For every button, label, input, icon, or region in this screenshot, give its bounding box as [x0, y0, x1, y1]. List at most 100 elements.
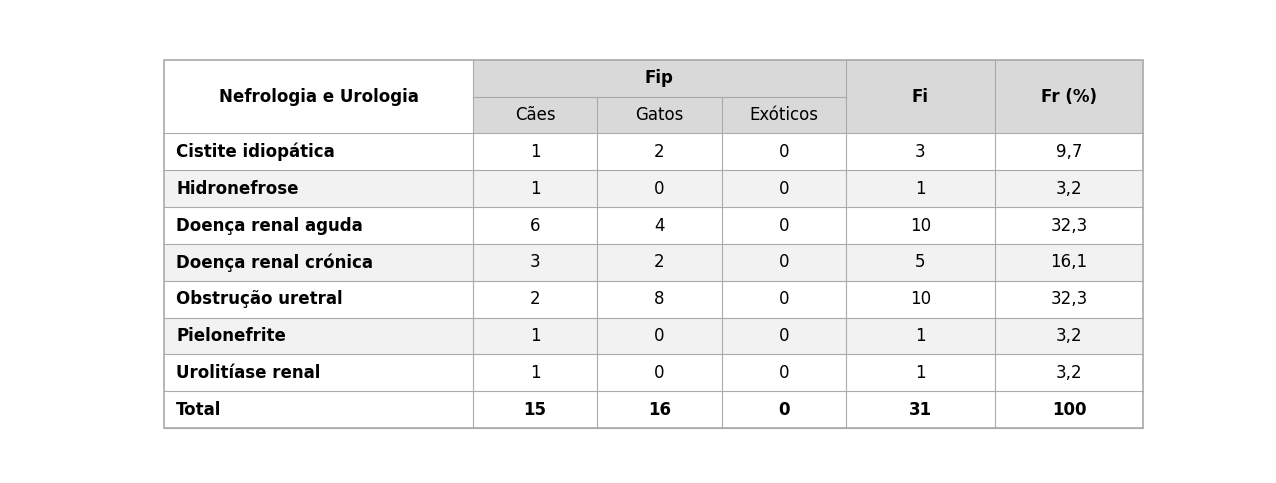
Bar [846, 281, 995, 317]
Bar [473, 207, 597, 244]
Bar [165, 391, 473, 428]
Text: Doença renal aguda: Doença renal aguda [176, 216, 364, 235]
Text: 0: 0 [655, 364, 665, 382]
Bar [846, 207, 995, 244]
Bar [721, 207, 846, 244]
Text: 16: 16 [648, 400, 671, 419]
Bar [165, 133, 473, 170]
Bar [721, 317, 846, 355]
Text: 8: 8 [655, 290, 665, 308]
Bar [846, 170, 995, 207]
Bar [721, 355, 846, 391]
Text: 2: 2 [655, 253, 665, 271]
Bar [721, 244, 846, 281]
Bar [165, 207, 473, 244]
Bar [165, 60, 473, 133]
Bar [846, 244, 995, 281]
Text: 1: 1 [530, 143, 540, 161]
Text: 0: 0 [778, 364, 789, 382]
Text: Pielonefrite: Pielonefrite [176, 327, 286, 345]
Text: 1: 1 [530, 364, 540, 382]
Bar [995, 60, 1143, 133]
Bar [597, 281, 721, 317]
Text: 9,7: 9,7 [1055, 143, 1082, 161]
Bar [473, 391, 597, 428]
Bar [597, 133, 721, 170]
Bar [473, 133, 597, 170]
Text: 3: 3 [530, 253, 540, 271]
Bar [165, 244, 473, 281]
Text: 100: 100 [1051, 400, 1086, 419]
Bar [473, 60, 846, 97]
Text: Hidronefrose: Hidronefrose [176, 180, 299, 198]
Text: 1: 1 [530, 180, 540, 198]
Text: 2: 2 [530, 290, 540, 308]
Text: Nefrologia e Urologia: Nefrologia e Urologia [218, 87, 419, 106]
Text: Total: Total [176, 400, 222, 419]
Bar [995, 355, 1143, 391]
Text: Cães: Cães [514, 106, 555, 124]
Text: 0: 0 [778, 253, 789, 271]
Text: 1: 1 [915, 364, 925, 382]
Text: 1: 1 [915, 180, 925, 198]
Bar [473, 97, 597, 133]
Text: 10: 10 [910, 290, 930, 308]
Bar [165, 170, 473, 207]
Text: 0: 0 [778, 143, 789, 161]
Text: 3,2: 3,2 [1055, 327, 1082, 345]
Text: 0: 0 [778, 400, 790, 419]
Bar [597, 170, 721, 207]
Bar [721, 170, 846, 207]
Bar [597, 391, 721, 428]
Bar [597, 317, 721, 355]
Text: 16,1: 16,1 [1050, 253, 1087, 271]
Text: Gatos: Gatos [635, 106, 684, 124]
Bar [995, 170, 1143, 207]
Text: Fr (%): Fr (%) [1041, 87, 1097, 106]
Bar [721, 97, 846, 133]
Bar [846, 133, 995, 170]
Bar [473, 355, 597, 391]
Bar [165, 317, 473, 355]
Text: 3: 3 [915, 143, 925, 161]
Text: 32,3: 32,3 [1050, 216, 1087, 235]
Text: 0: 0 [778, 216, 789, 235]
Bar [165, 281, 473, 317]
Bar [473, 317, 597, 355]
Bar [597, 97, 721, 133]
Text: Fip: Fip [644, 69, 674, 87]
Bar [995, 244, 1143, 281]
Text: 10: 10 [910, 216, 930, 235]
Bar [995, 317, 1143, 355]
Text: 1: 1 [530, 327, 540, 345]
Text: 4: 4 [655, 216, 665, 235]
Text: Exóticos: Exóticos [749, 106, 818, 124]
Bar [473, 170, 597, 207]
Text: 0: 0 [655, 327, 665, 345]
Text: 32,3: 32,3 [1050, 290, 1087, 308]
Bar [995, 391, 1143, 428]
Text: 5: 5 [915, 253, 925, 271]
Bar [597, 244, 721, 281]
Text: 15: 15 [523, 400, 546, 419]
Text: 6: 6 [530, 216, 540, 235]
Bar [995, 281, 1143, 317]
Text: 1: 1 [915, 327, 925, 345]
Bar [597, 355, 721, 391]
Text: 2: 2 [655, 143, 665, 161]
Text: 3,2: 3,2 [1055, 180, 1082, 198]
Bar [995, 207, 1143, 244]
Text: 0: 0 [655, 180, 665, 198]
Bar [995, 133, 1143, 170]
Bar [597, 207, 721, 244]
Bar [165, 355, 473, 391]
Text: 0: 0 [778, 327, 789, 345]
Text: Fi: Fi [912, 87, 929, 106]
Bar [846, 60, 995, 133]
Bar [473, 281, 597, 317]
Bar [846, 355, 995, 391]
Text: 0: 0 [778, 180, 789, 198]
Text: Obstrução uretral: Obstrução uretral [176, 290, 343, 308]
Bar [721, 133, 846, 170]
Bar [473, 244, 597, 281]
